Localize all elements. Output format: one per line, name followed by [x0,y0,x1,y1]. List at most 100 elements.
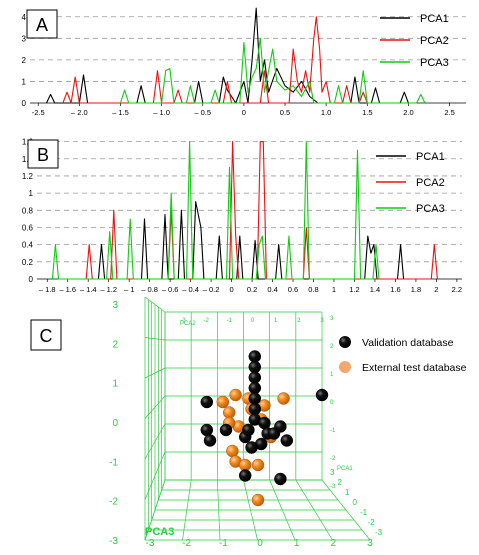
panel-a-series-pca1-line [46,7,409,104]
panel-a-series-pca3-line [119,37,426,104]
panel-b-x-tick-label: 0.8 [308,285,318,294]
panel-c-point-val [315,388,329,402]
panel-c-back-tick-label: -3 [180,318,186,324]
panel-c-back-tick-label: 3 [320,318,324,324]
panel-b-legend-label-pca2: PCA2 [416,177,445,189]
panel-a-axes: 0 1 2 3 4 -2.5 – 2.0 – 1.5 – 1.0 – 0.5 0 0.5 1.0 1.5 2… [22,13,466,117]
panel-c-point-val [274,472,287,486]
panel-b-label: B [37,145,49,165]
panel-c-z-tick-label: 2 [112,339,118,350]
panel-a-legend-label-pca3: PCA3 [420,57,449,69]
panel-b-x-tick-label: 0 [229,285,233,294]
panel-c-z-tick-label: -3 [109,536,118,547]
panel-b-legend-label-pca3: PCA3 [416,203,445,215]
panel-c-x-tick-label: 3 [367,538,373,549]
panel-c-leftwall-hline [144,451,166,500]
panel-b-x-tick-label: – 1.8 [39,285,56,294]
panel-a-x-tick-label: 1.5 [362,108,372,117]
panel-b-x-tick-label: 1.2 [349,285,359,294]
panel-a-x-tick-label: 2.0 [403,108,413,117]
panel-b-x-tick-label: – 1.4 [80,285,97,294]
panel-a-label: A [36,15,48,35]
panel-c-leftwall-hline [144,367,166,379]
panel-c-label: C [40,326,53,346]
panel-b-x-tick-label: – 0.6 [162,285,179,294]
panel-c-back-tick-label: 0 [251,318,255,324]
panel-c-point-val [280,434,294,447]
panel-c-back-tick-label: 1 [274,318,278,324]
panel-c-x-tick-label: 2 [331,538,337,549]
panel-c-right-tick-label: 1 [330,372,334,378]
panel-b-y-tick-label: 0 [29,275,34,284]
panel-c-legend: Validation database External test databas… [339,336,467,374]
panel-c-legend-marker-external [339,361,351,373]
panel-c-leftwall-hline [144,337,166,341]
panel-b-grid [37,141,462,263]
panel-c-point-val [200,423,214,437]
panel-c-legend-label-validation: Validation database [362,337,454,349]
panel-c-y-tick-label: 2 [338,478,343,487]
panel-c-z-tick-label: -1 [109,457,118,468]
panel-c-point-ext [229,388,242,402]
panel-a-legend: PCA1 PCA2 PCA3 [380,13,449,69]
panel-a-legend-label-pca1: PCA1 [420,13,449,25]
panel-c-leftwall-hline [144,395,166,419]
panel-c-z-tick-label: -2 [109,497,118,508]
panel-c-legend-label-external: External test database [362,362,467,374]
panel-c-point-val [245,441,258,454]
panel-b-legend-label-pca1: PCA1 [416,151,445,163]
panel-c-x-tick-label: 0 [257,538,263,549]
panel-b-x-tick-label: – 1.2 [100,285,117,294]
panel-c-right-tick-label: 0 [330,400,334,406]
panel-c-x-tick-label: -2 [182,538,191,549]
panel-a-x-tick-label: -2.5 [32,108,45,117]
panel-a-y-tick-label: 0 [22,99,27,108]
panel-b-x-tick-label: – 0.8 [141,285,158,294]
panel-b-x-tick-label: 1.4 [370,285,380,294]
panel-b-series-pca2-line [85,141,438,280]
panel-c-point-ext [251,493,265,507]
panel-a-y-tick-label: 4 [22,13,27,22]
panel-c-point-val [274,420,287,433]
panel-c-back-tick-label: -2 [203,318,209,324]
panel-b-y-tick-label: 0.4 [22,241,34,250]
panel-c-right-tick-label: -1 [330,428,336,434]
panel-a-series [46,7,426,104]
panel-c-x-tick-label: 1 [294,538,300,549]
panel-c-point-ext [216,395,230,409]
panel-b-y-tick-label: 0.6 [22,223,34,232]
panel-b-x-tick-label: 0.2 [247,285,257,294]
panel-a-x-tick-label: 2.5 [444,108,454,117]
panel-a-y-tick-label: 3 [22,34,27,43]
panel-b-x-tick-label: – 0.4 [182,285,199,294]
panel-c-point-val [248,350,262,363]
panel-b-x-tick-label: 0.6 [288,285,298,294]
panel-c-point-ext [226,444,239,458]
panel-a-x-tick-label: 0.5 [280,108,290,117]
panel-c-right-tick-label: 2 [330,344,334,350]
panel-b-x-tick-label: 1.6 [390,285,400,294]
panel-a-x-tick-label: – 0.5 [194,108,211,117]
panel-c-axis-name-z: PCA3 [145,526,174,538]
panel-a: 0 1 2 3 4 -2.5 – 2.0 – 1.5 – 1.0 – 0.5 0 0.5 1.0 1.5 2… [22,7,466,117]
panel-b-x-tick-label: 2.2 [452,285,462,294]
panel-a-x-tick-label: 1.0 [321,108,331,117]
panel-a-legend-label-pca2: PCA2 [420,35,449,47]
panel-c-point-val [248,402,262,416]
panel-a-grid [30,16,466,82]
panel-c-point-val [219,423,233,437]
panel-c-point-val [258,416,271,430]
panel-c-leftwall-hline [144,423,166,460]
panel-c-point-val [200,395,214,409]
panel-b-series-pca1-line [97,201,405,280]
panel-a-x-tick-label: – 1.0 [153,108,170,117]
panel-b-x-tick-label: – 1.6 [59,285,76,294]
panel-c-legend-marker-validation [339,336,351,348]
panel-c-z-tick-label: 1 [112,379,118,390]
panel-c-point-ext [277,392,290,405]
panel-c-point-val [248,371,262,384]
